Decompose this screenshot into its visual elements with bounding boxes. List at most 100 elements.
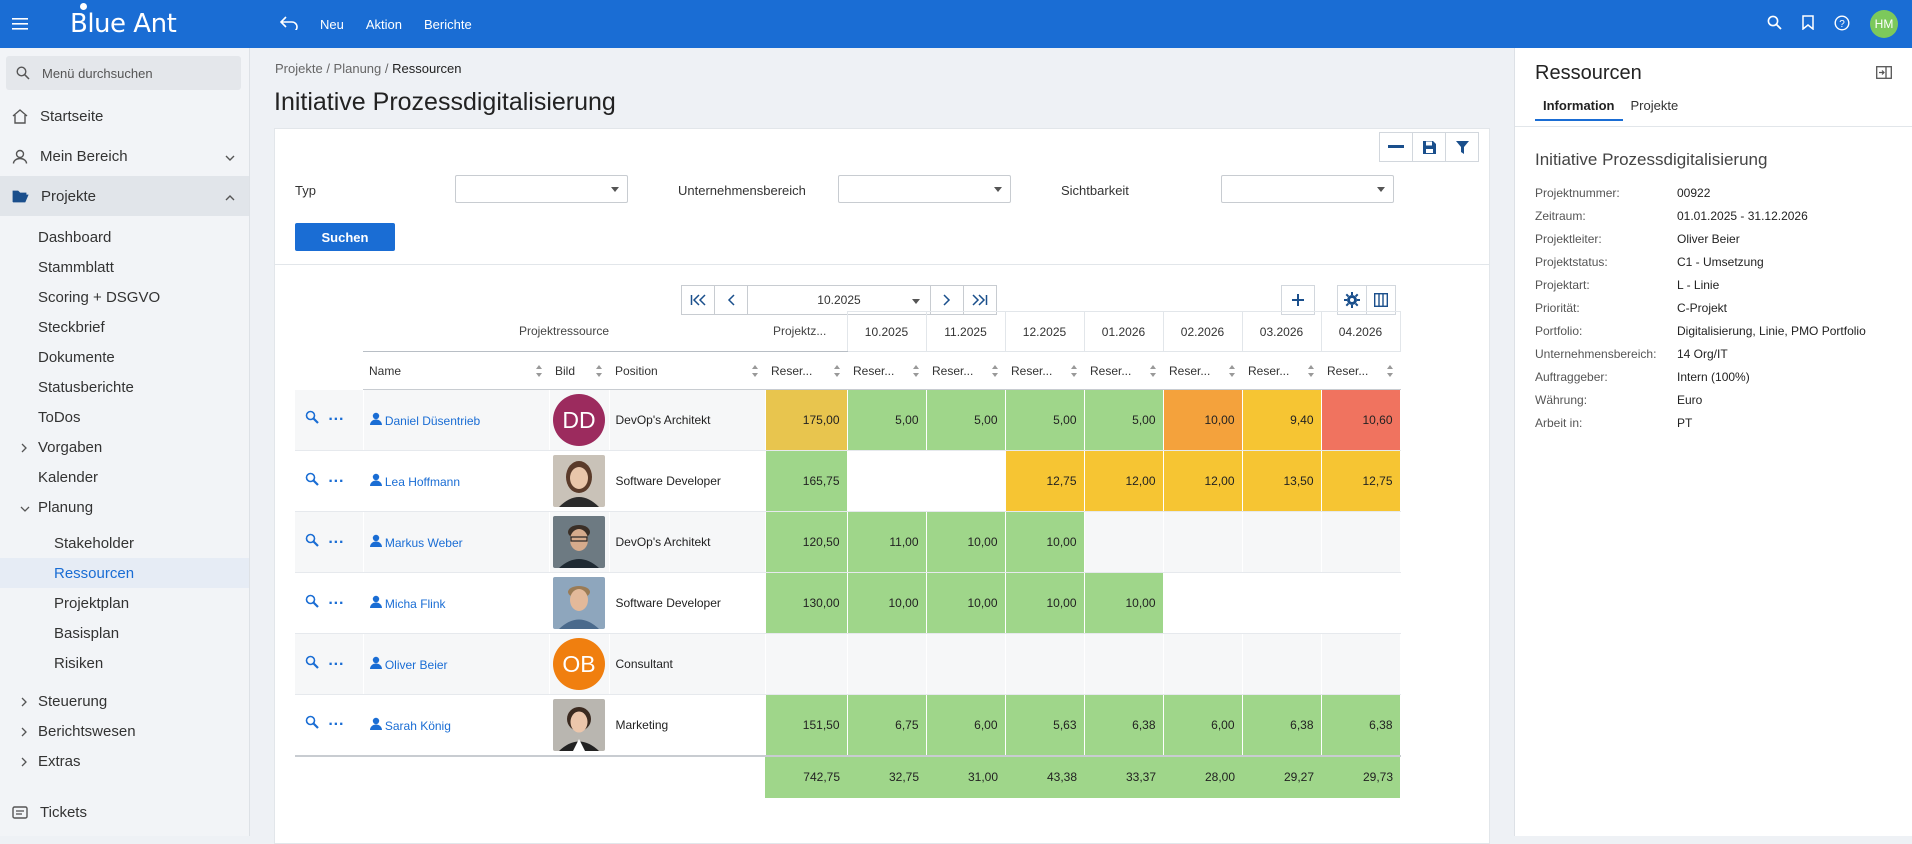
column-header-reser[interactable]: Reser... [1242,351,1321,390]
back-icon[interactable] [279,15,298,33]
sidebar-item-statusberichte[interactable]: Statusberichte [38,378,134,396]
collapse-panel-icon[interactable] [1876,66,1892,82]
month-value[interactable] [847,450,927,512]
month-value[interactable]: 5,00 [926,389,1006,451]
month-value[interactable] [1163,511,1243,573]
sidebar-item-kalender[interactable]: Kalender [38,468,99,486]
month-value[interactable] [1321,511,1401,573]
sidebar-item-planung[interactable]: Planung [0,492,249,522]
month-value[interactable]: 10,60 [1321,389,1401,451]
month-value[interactable] [926,633,1006,695]
month-value[interactable]: 5,63 [1005,694,1085,756]
month-value[interactable] [926,450,1006,512]
column-header-reser[interactable]: Reser... [847,351,926,390]
zoom-icon[interactable] [305,410,319,427]
column-header-reser[interactable]: Reser... [1084,351,1163,390]
search-button[interactable]: Suchen [295,223,395,251]
month-value[interactable]: 10,00 [926,511,1006,573]
zoom-icon[interactable] [305,715,319,732]
menu-search-input[interactable]: Menü durchsuchen [6,56,241,90]
sidebar-item-steuerung[interactable]: Steuerung [0,686,249,716]
period-select[interactable]: 10.2025 [747,285,931,315]
nav-new[interactable]: Neu [320,16,344,32]
month-value[interactable]: 6,38 [1321,694,1401,756]
sidebar-item-berichtswesen[interactable]: Berichtswesen [0,716,249,746]
nav-reports[interactable]: Berichte [424,16,472,32]
month-value[interactable] [1242,572,1322,634]
zoom-icon[interactable] [305,594,319,611]
tab-projekte[interactable]: Projekte [1630,98,1679,113]
sidebar-item-vorgaben[interactable]: Vorgaben [0,432,249,462]
sidebar-item-tickets[interactable]: Tickets [0,792,250,832]
month-value[interactable]: 10,00 [1005,572,1085,634]
month-value[interactable] [1163,572,1243,634]
sichtbarkeit-select[interactable] [1221,175,1394,203]
month-value[interactable]: 10,00 [1084,572,1164,634]
column-header-reser[interactable]: Reser... [1163,351,1242,390]
resource-name-cell[interactable]: Sarah König [363,694,550,756]
column-header-reser[interactable]: Reser... [1005,351,1084,390]
month-value[interactable]: 12,75 [1321,450,1401,512]
month-value[interactable]: 11,00 [847,511,927,573]
resource-name[interactable]: Micha Flink [384,597,446,611]
resource-name[interactable]: Oliver Beier [384,658,448,672]
column-header-bild[interactable]: Bild [549,351,609,390]
month-value[interactable]: 10,00 [1163,389,1243,451]
bookmark-icon[interactable] [1802,15,1814,33]
month-value[interactable]: 6,00 [926,694,1006,756]
resource-name-cell[interactable]: Markus Weber [363,511,550,573]
month-value[interactable] [1242,633,1322,695]
more-icon[interactable]: ··· [328,716,345,734]
sidebar-item-basisplan[interactable]: Basisplan [54,624,120,642]
resource-name-cell[interactable]: Lea Hoffmann [363,450,550,512]
sidebar-item-projektplan[interactable]: Projektplan [54,594,130,612]
columns-button[interactable] [1366,285,1396,315]
sidebar-item-extras[interactable]: Extras [0,746,249,776]
month-value[interactable] [1084,511,1164,573]
search-icon[interactable] [1767,15,1782,33]
month-value[interactable] [1242,511,1322,573]
resource-name[interactable]: Daniel Düsentrieb [384,414,481,428]
nav-action[interactable]: Aktion [365,16,402,32]
month-value[interactable] [1321,633,1401,695]
collapse-button[interactable] [1379,132,1413,162]
unternehmensbereich-select[interactable] [838,175,1011,203]
column-header-reser[interactable]: Reser... [765,351,847,390]
user-avatar[interactable]: HM [1870,10,1898,38]
filter-button[interactable] [1445,132,1479,162]
more-icon[interactable]: ··· [328,411,345,429]
last-page-button[interactable] [963,285,997,315]
month-value[interactable]: 12,75 [1005,450,1085,512]
month-value[interactable]: 12,00 [1084,450,1164,512]
resource-name-cell[interactable]: Micha Flink [363,572,550,634]
tab-information[interactable]: Information [1535,92,1623,121]
sidebar-item-stammblatt[interactable]: Stammblatt [38,258,114,276]
sidebar-item-my-area[interactable]: Mein Bereich [0,136,249,176]
resource-name-cell[interactable]: Oliver Beier [363,633,550,695]
month-value[interactable]: 6,00 [1163,694,1243,756]
month-value[interactable] [1321,572,1401,634]
zoom-icon[interactable] [305,472,319,489]
month-value[interactable]: 5,00 [847,389,927,451]
month-value[interactable]: 12,00 [1163,450,1243,512]
sidebar-item-risiken[interactable]: Risiken [54,654,104,672]
month-value[interactable] [1084,633,1164,695]
sidebar-item-stakeholder[interactable]: Stakeholder [54,534,135,552]
sidebar-item-todos[interactable]: ToDos [38,408,81,426]
month-value[interactable]: 6,75 [847,694,927,756]
month-value[interactable]: 9,40 [1242,389,1322,451]
save-filter-button[interactable] [1412,132,1446,162]
column-header-position[interactable]: Position [609,351,765,390]
month-value[interactable]: 10,00 [847,572,927,634]
prev-page-button[interactable] [714,285,748,315]
month-value[interactable] [847,633,927,695]
month-value[interactable]: 10,00 [1005,511,1085,573]
breadcrumb-projekte[interactable]: Projekte [275,61,323,76]
month-value[interactable]: 6,38 [1242,694,1322,756]
sidebar-item-dashboard[interactable]: Dashboard [38,228,112,246]
resource-name-cell[interactable]: Daniel Düsentrieb [363,389,550,451]
zoom-icon[interactable] [305,655,319,672]
typ-select[interactable] [455,175,628,203]
sidebar-item-ressourcen[interactable]: Ressourcen [0,558,249,588]
month-value[interactable]: 5,00 [1084,389,1164,451]
